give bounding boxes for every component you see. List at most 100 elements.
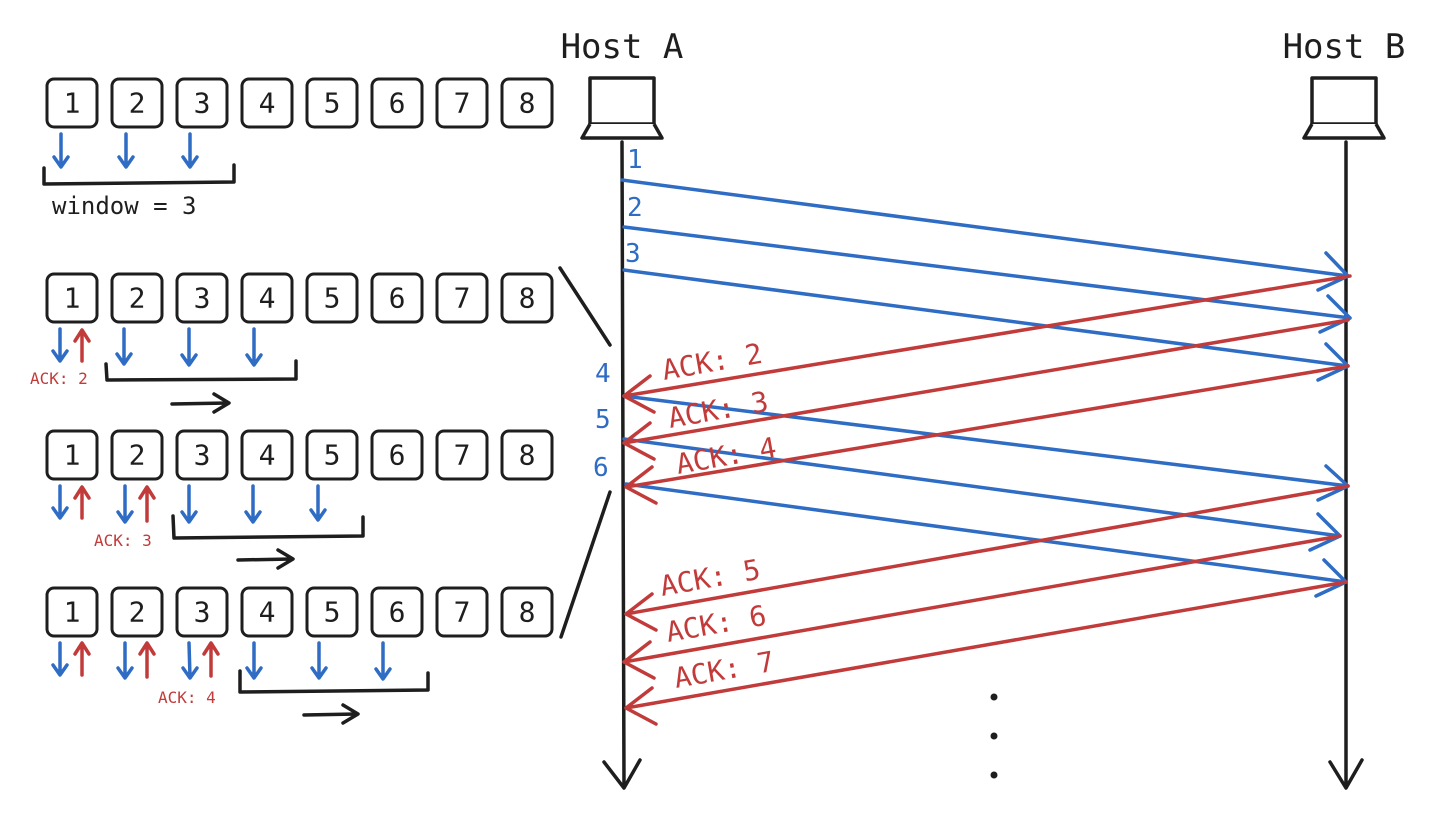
window-row-3: 1 2 3 4 5 6 7 8 ACK: 3: [45, 429, 554, 570]
send-arrow: [245, 327, 263, 367]
data-packet-arrow: [622, 225, 1352, 334]
svg-text:5: 5: [324, 87, 341, 120]
svg-text:6: 6: [389, 439, 406, 472]
ack-label-small: ACK: 2: [30, 369, 88, 388]
svg-text:6: 6: [389, 282, 406, 315]
ellipsis-dot: [990, 693, 998, 701]
packet-box: 8: [500, 429, 554, 481]
svg-text:2: 2: [129, 439, 146, 472]
packet-box: 7: [435, 429, 489, 481]
ack-arrow: [73, 328, 91, 363]
send-arrow: [52, 132, 70, 169]
slide-arrow: [236, 548, 295, 570]
packet-box: 5: [305, 429, 359, 481]
svg-text:2: 2: [129, 87, 146, 120]
packet-box: 8: [500, 586, 554, 638]
send-arrow: [245, 641, 263, 680]
send-arrow: [310, 641, 328, 680]
ack-packet-arrow: [622, 274, 1352, 414]
svg-text:7: 7: [454, 87, 471, 120]
send-arrow: [117, 132, 135, 169]
svg-text:8: 8: [519, 282, 536, 315]
send-arrow: [181, 641, 199, 680]
svg-text:3: 3: [194, 87, 211, 120]
svg-text:8: 8: [519, 87, 536, 120]
seq-number-label: 5: [595, 405, 611, 435]
send-arrow: [116, 484, 134, 524]
packet-box: 1: [45, 77, 99, 129]
packet-box: 3: [175, 272, 229, 324]
ack-label: ACK: 4: [673, 431, 778, 481]
host-b-timeline: [1328, 140, 1364, 790]
svg-text:8: 8: [519, 596, 536, 629]
ack-label: ACK: 6: [663, 599, 768, 649]
ack-packet-arrow: [624, 364, 1350, 505]
ack-packet-arrow: [624, 580, 1348, 726]
svg-text:4: 4: [259, 87, 276, 120]
ack-label: ACK: 5: [657, 553, 762, 603]
packet-box: 7: [435, 77, 489, 129]
window-size-label: window = 3: [52, 192, 197, 220]
svg-text:1: 1: [64, 87, 81, 120]
packet-box: 4: [240, 272, 294, 324]
packet-box: 4: [240, 586, 294, 638]
ack-arrow: [202, 641, 220, 678]
seq-number-label: 6: [593, 453, 609, 483]
svg-text:7: 7: [454, 282, 471, 315]
send-arrow: [374, 641, 392, 681]
packet-box: 2: [110, 272, 164, 324]
send-arrow: [181, 132, 199, 169]
packet-box: 5: [305, 77, 359, 129]
ack-packet-arrow: [622, 534, 1342, 680]
svg-text:8: 8: [519, 439, 536, 472]
send-arrow: [116, 641, 134, 680]
send-arrow: [51, 327, 69, 363]
svg-text:4: 4: [259, 596, 276, 629]
svg-text:3: 3: [194, 282, 211, 315]
packet-box: 4: [240, 77, 294, 129]
packet-box: 5: [305, 586, 359, 638]
connector-line: [559, 490, 612, 639]
packet-box: 1: [45, 586, 99, 638]
send-arrow: [309, 484, 327, 522]
ack-label: ACK: 2: [659, 337, 764, 387]
packet-box: 8: [500, 77, 554, 129]
seq-number-label: 1: [627, 145, 643, 175]
packet-box: 3: [175, 77, 229, 129]
send-arrow: [115, 327, 133, 366]
window-bracket: [42, 163, 236, 186]
send-arrow: [51, 641, 69, 677]
slide-arrow: [170, 392, 231, 414]
svg-text:3: 3: [194, 596, 211, 629]
packet-box: 1: [45, 429, 99, 481]
svg-text:1: 1: [64, 282, 81, 315]
ack-arrow: [73, 485, 91, 520]
ellipsis-dot: [990, 732, 998, 740]
svg-text:2: 2: [129, 282, 146, 315]
packet-box: 1: [45, 272, 99, 324]
svg-text:6: 6: [389, 596, 406, 629]
window-bracket: [171, 514, 365, 540]
svg-text:4: 4: [259, 439, 276, 472]
send-arrow: [180, 484, 198, 524]
slide-arrow: [302, 703, 360, 725]
svg-text:2: 2: [129, 596, 146, 629]
packet-box: 6: [370, 429, 424, 481]
send-arrow: [180, 327, 198, 367]
send-arrow: [51, 484, 69, 520]
window-bracket: [104, 359, 298, 382]
seq-number-label: 2: [627, 193, 643, 223]
packet-box: 7: [435, 586, 489, 638]
svg-text:1: 1: [64, 596, 81, 629]
ellipsis-dot: [990, 771, 998, 779]
svg-text:7: 7: [454, 439, 471, 472]
ack-label-small: ACK: 4: [158, 688, 216, 707]
svg-text:4: 4: [259, 282, 276, 315]
connector-line: [558, 266, 612, 347]
ack-arrow: [73, 641, 91, 677]
packet-box: 2: [110, 77, 164, 129]
svg-text:7: 7: [454, 596, 471, 629]
packet-box: 6: [370, 272, 424, 324]
ack-packet-arrow: [624, 484, 1350, 632]
